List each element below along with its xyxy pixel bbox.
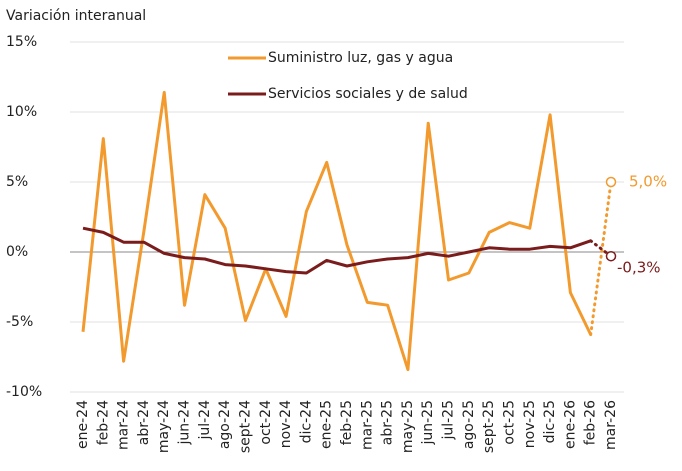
x-tick-label: feb-26 bbox=[583, 400, 599, 445]
x-tick-label: may-25 bbox=[400, 400, 416, 453]
chart-subtitle: Variación interanual bbox=[6, 8, 146, 24]
series-line-dotted bbox=[589, 239, 613, 258]
x-tick-label: jun-25 bbox=[420, 400, 436, 446]
end-point bbox=[605, 250, 617, 262]
x-tick-label: ene-24 bbox=[75, 400, 91, 449]
x-tick-label: mar-25 bbox=[359, 400, 375, 450]
legend-label: Servicios sociales y de salud bbox=[268, 86, 468, 102]
x-tick-label: may-24 bbox=[156, 400, 172, 453]
x-tick-label: sept-24 bbox=[237, 400, 253, 453]
x-tick-label: ago-25 bbox=[461, 400, 477, 449]
y-tick-label: -10% bbox=[6, 384, 42, 400]
x-tick-label: mar-26 bbox=[603, 400, 619, 450]
x-tick-label: nov-24 bbox=[278, 400, 294, 448]
series-line-dotted bbox=[589, 180, 613, 337]
x-tick-label: ago-24 bbox=[217, 400, 233, 449]
x-tick-label: dic-25 bbox=[542, 400, 558, 443]
y-tick-label: 15% bbox=[6, 34, 37, 50]
y-tick-label: 5% bbox=[6, 174, 28, 190]
x-tick-label: abr-24 bbox=[136, 400, 152, 445]
x-tick-label: mar-24 bbox=[116, 400, 132, 450]
x-tick-label: jul-24 bbox=[197, 400, 213, 441]
value-label: -0,3% bbox=[617, 259, 661, 277]
x-tick-label: ene-25 bbox=[319, 400, 335, 449]
x-tick-label: ene-26 bbox=[562, 400, 578, 449]
x-tick-label: jun-24 bbox=[177, 400, 193, 446]
x-tick-label: jul-25 bbox=[441, 400, 457, 441]
legend-label: Suministro luz, gas y agua bbox=[268, 50, 453, 66]
x-tick-label: sept-25 bbox=[481, 400, 497, 453]
series-line bbox=[81, 90, 593, 372]
x-tick-label: feb-24 bbox=[95, 400, 111, 445]
x-tick-label: oct-25 bbox=[501, 400, 517, 445]
end-point bbox=[605, 176, 617, 188]
x-tick-label: nov-25 bbox=[522, 400, 538, 448]
x-tick-label: dic-24 bbox=[298, 400, 314, 443]
series-line bbox=[82, 226, 592, 275]
x-tick-label: oct-24 bbox=[258, 400, 274, 445]
x-tick-label: abr-25 bbox=[380, 400, 396, 445]
y-tick-label: 10% bbox=[6, 104, 37, 120]
value-label: 5,0% bbox=[629, 173, 667, 191]
y-tick-label: -5% bbox=[6, 314, 33, 330]
y-tick-label: 0% bbox=[6, 244, 28, 260]
x-tick-label: feb-25 bbox=[339, 400, 355, 445]
